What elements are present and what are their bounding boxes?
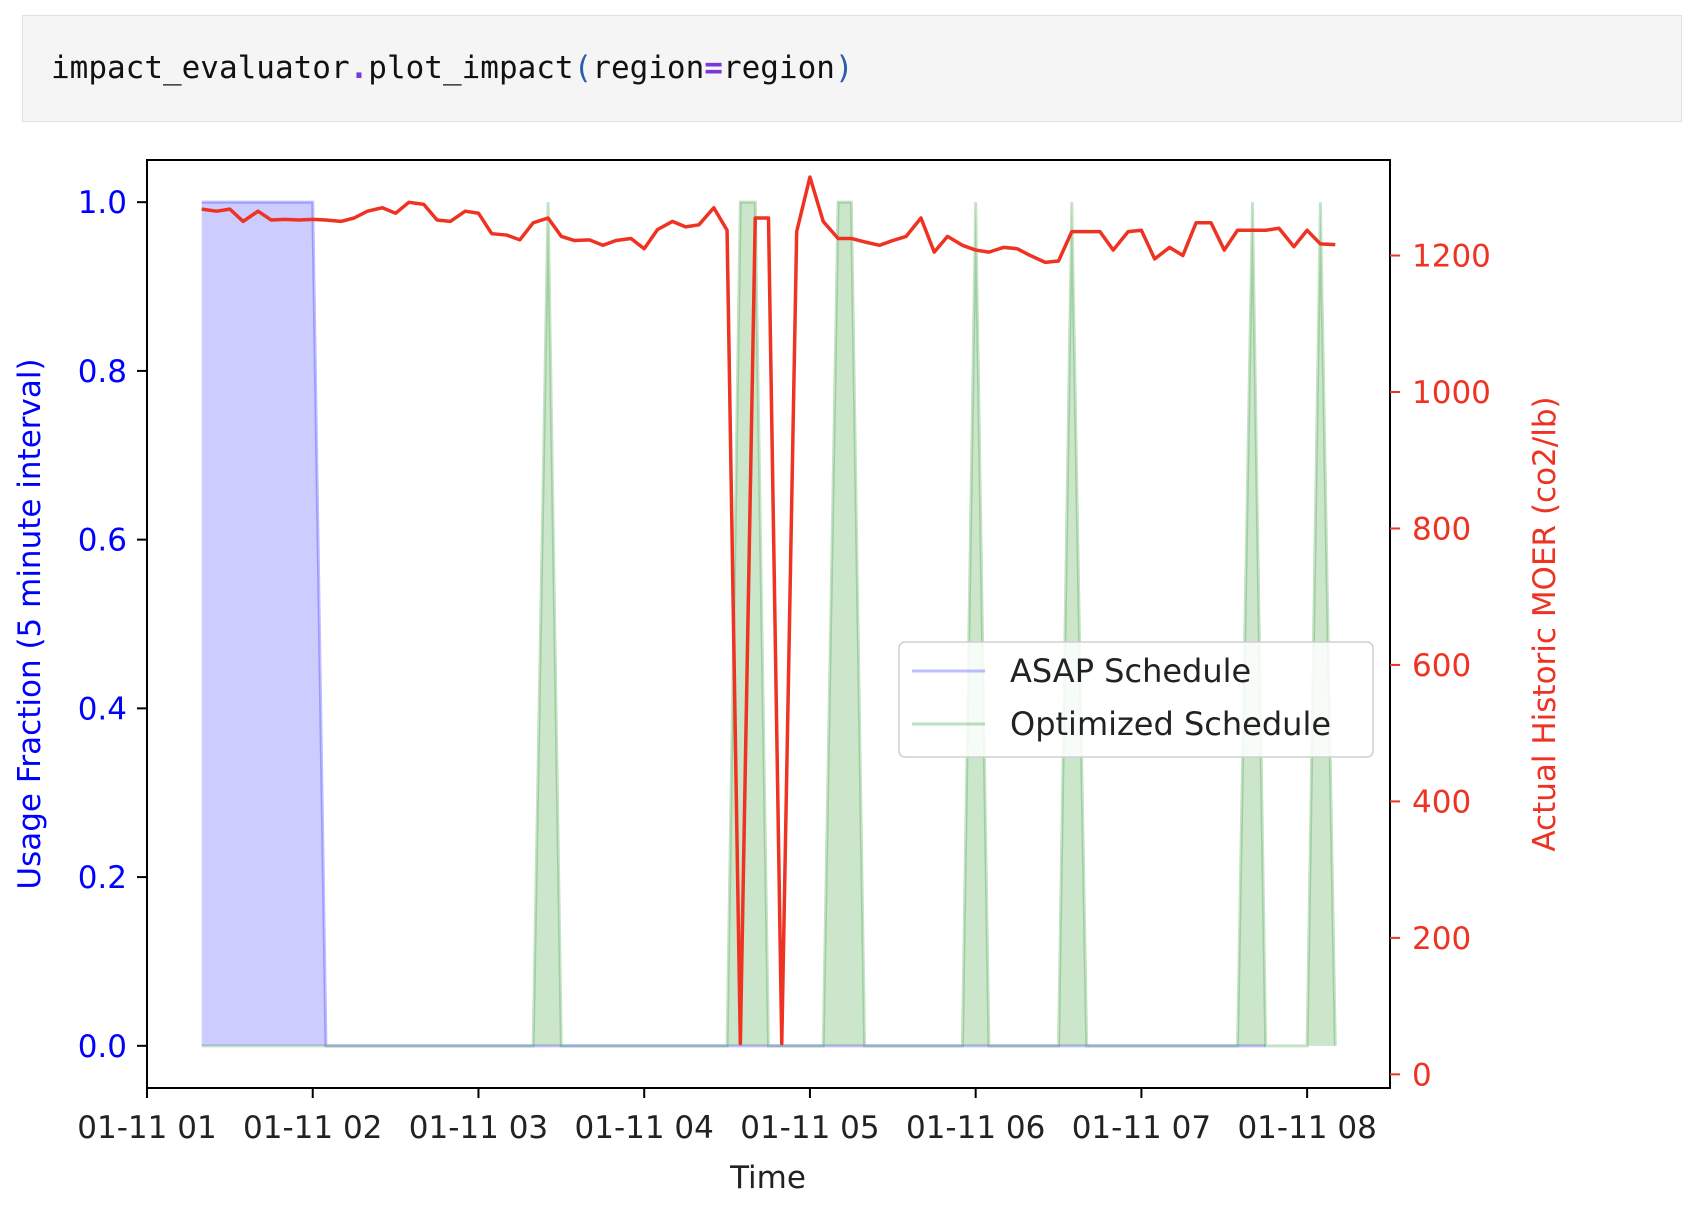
legend: ASAP Schedule Optimized Schedule <box>898 641 1374 758</box>
left-y-tick-label: 1.0 <box>78 185 127 221</box>
asap-schedule-line <box>201 200 1266 1048</box>
right-y-tick-label: 800 <box>1412 511 1471 547</box>
x-tick-label: 01-11 06 <box>906 1110 1045 1146</box>
x-tick-label: 01-11 01 <box>77 1110 216 1146</box>
x-tick-label: 01-11 05 <box>740 1110 879 1146</box>
moer-line <box>201 175 1336 1046</box>
legend-box <box>898 641 1374 758</box>
code-dot: . <box>349 50 369 86</box>
x-tick-label: 01-11 03 <box>409 1110 548 1146</box>
code-equals: = <box>704 50 723 86</box>
right-y-tick-label: 400 <box>1412 784 1471 820</box>
left-y-tick-label: 0.4 <box>78 691 127 727</box>
right-y-tick-label: 200 <box>1412 921 1471 957</box>
left-y-tick-label: 0.0 <box>78 1029 127 1065</box>
legend-optimized-label: Optimized Schedule <box>1010 705 1331 743</box>
code-arg-name: region <box>592 50 705 86</box>
left-y-tick-label: 0.6 <box>78 523 127 559</box>
code-line: impact_evaluator.plot_impact(region=regi… <box>51 50 854 86</box>
code-cell[interactable]: impact_evaluator.plot_impact(region=regi… <box>22 15 1682 122</box>
right-y-tick-label: 1000 <box>1412 375 1491 411</box>
x-tick-label: 01-11 08 <box>1237 1110 1376 1146</box>
x-tick-label: 01-11 04 <box>575 1110 714 1146</box>
code-object: impact_evaluator <box>51 50 350 86</box>
right-y-tick-label: 600 <box>1412 648 1471 684</box>
code-open-paren: ( <box>573 50 593 86</box>
impact-chart: 0.0 0.2 0.4 0.6 0.8 1.0 0 200 400 600 800 1000 1200 0… <box>12 159 1563 1196</box>
left-y-axis-label: Usage Fraction (5 minute interval) <box>12 358 48 889</box>
asap-schedule-fill <box>201 202 1266 1046</box>
right-y-tick-label: 0 <box>1412 1057 1432 1093</box>
left-y-tick-label: 0.8 <box>78 354 127 390</box>
right-y-axis-label: Actual Historic MOER (co2/lb) <box>1527 396 1563 851</box>
plot-output: 0.0 0.2 0.4 0.6 0.8 1.0 0 200 400 600 800 1000 1200 0… <box>0 130 1700 1204</box>
axis-ticks: 0.0 0.2 0.4 0.6 0.8 1.0 0 200 400 600 800 1000 1200 0… <box>77 185 1491 1146</box>
code-arg-value: region <box>722 50 835 86</box>
plot-marks <box>201 175 1337 1048</box>
x-axis-label: Time <box>729 1160 806 1196</box>
x-tick-label: 01-11 02 <box>243 1110 382 1146</box>
left-y-tick-label: 0.2 <box>78 860 127 896</box>
optimized-schedule-fill <box>201 202 1336 1046</box>
legend-asap-label: ASAP Schedule <box>1010 652 1251 690</box>
code-method: plot_impact <box>368 50 574 86</box>
code-close-paren: ) <box>834 50 854 86</box>
x-tick-label: 01-11 07 <box>1072 1110 1211 1146</box>
axes-frame <box>146 159 1391 1089</box>
optimized-schedule-line <box>201 200 1337 1048</box>
right-y-tick-label: 1200 <box>1412 239 1491 275</box>
